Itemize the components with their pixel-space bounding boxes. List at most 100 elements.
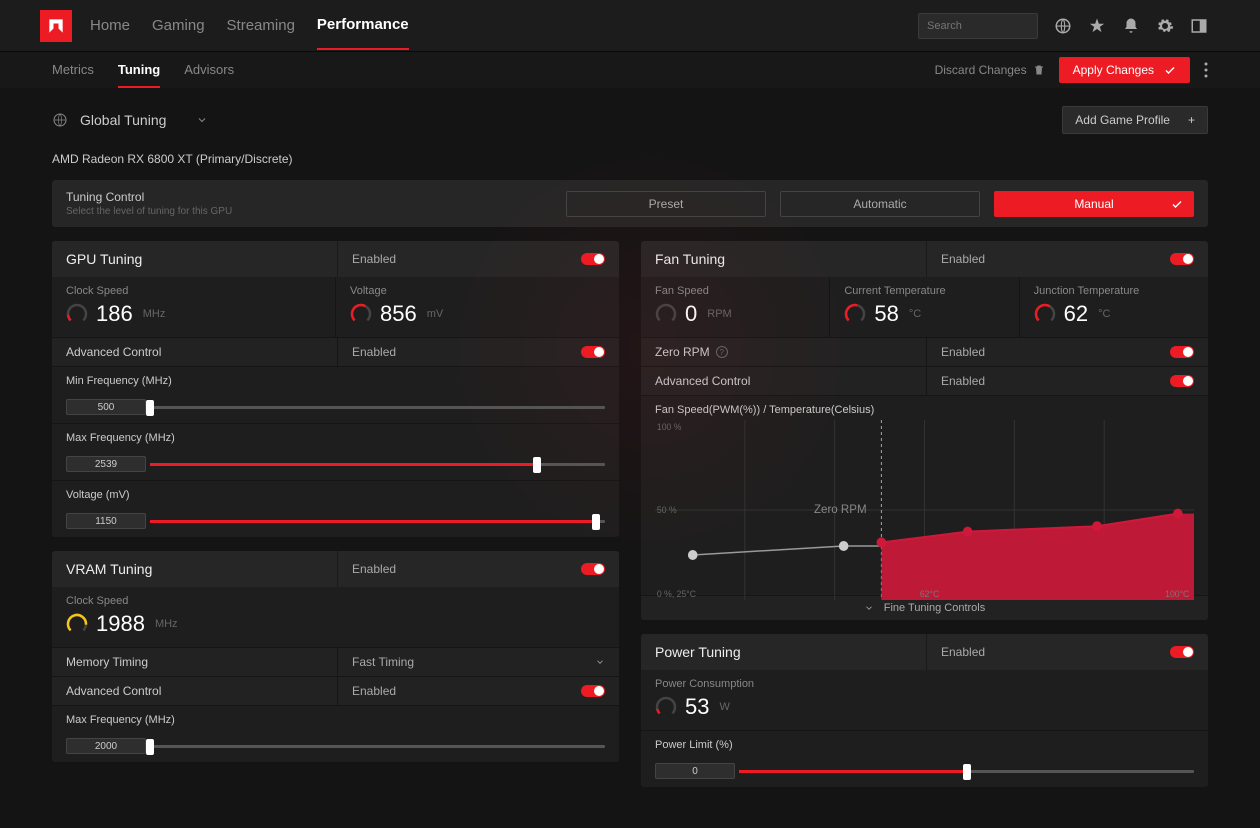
subnav-metrics[interactable]: Metrics — [52, 53, 94, 88]
nav-performance[interactable]: Performance — [317, 1, 409, 50]
vram-advanced-toggle[interactable] — [581, 685, 605, 697]
nav-home[interactable]: Home — [90, 2, 130, 49]
slider-thumb[interactable] — [146, 739, 154, 755]
power-tuning-panel: Power Tuning Enabled Power Consumption 5… — [641, 634, 1208, 787]
svg-text:50 %: 50 % — [657, 505, 677, 515]
svg-text:Zero RPM: Zero RPM — [814, 503, 867, 516]
slider-bar[interactable] — [150, 520, 605, 523]
web-icon[interactable] — [1054, 17, 1072, 35]
fan-curve-chart[interactable]: Fan Speed(PWM(%)) / Temperature(Celsius)… — [641, 395, 1208, 595]
metric-unit: mV — [427, 308, 444, 320]
enabled-label: Enabled — [352, 684, 396, 698]
tuning-automatic-button[interactable]: Automatic — [780, 191, 980, 217]
gear-icon[interactable] — [1156, 17, 1174, 35]
nav-gaming[interactable]: Gaming — [152, 2, 205, 49]
search-input[interactable] — [927, 20, 1069, 32]
chevron-down-icon — [864, 603, 874, 613]
chevron-down-icon — [595, 657, 605, 667]
metric-unit: RPM — [707, 308, 731, 320]
globe-icon — [52, 112, 68, 128]
profile-name[interactable]: Global Tuning — [80, 112, 166, 128]
tuning-manual-button[interactable]: Manual — [994, 191, 1194, 217]
tuning-control-subtitle: Select the level of tuning for this GPU — [66, 206, 232, 217]
slider-bar[interactable] — [739, 770, 1194, 773]
vram-tuning-panel: VRAM Tuning Enabled Clock Speed 1988 MHz… — [52, 551, 619, 762]
slider-label: Voltage (mV) — [66, 489, 605, 501]
subnav: Metrics Tuning Advisors Discard Changes Ap… — [0, 52, 1260, 88]
discard-changes[interactable]: Discard Changes — [935, 63, 1045, 77]
slider-thumb[interactable] — [533, 457, 541, 473]
metric-unit: MHz — [143, 308, 166, 320]
slider-label: Power Limit (%) — [655, 739, 1194, 751]
metric-value: 62 — [1064, 301, 1088, 327]
slider-value-input[interactable]: 2539 — [66, 456, 146, 472]
metric-label: Power Consumption — [655, 678, 1194, 690]
subnav-advisors[interactable]: Advisors — [184, 53, 234, 88]
svg-text:100 %: 100 % — [657, 422, 682, 432]
nav-streaming[interactable]: Streaming — [227, 2, 295, 49]
fan-chart-title: Fan Speed(PWM(%)) / Temperature(Celsius) — [655, 404, 1194, 416]
slider-label: Max Frequency (MHz) — [66, 432, 605, 444]
svg-text:62°C: 62°C — [920, 589, 940, 599]
slider-row: Min Frequency (MHz) 500 — [52, 366, 619, 423]
slider-thumb[interactable] — [963, 764, 971, 780]
fan-tuning-toggle[interactable] — [1170, 253, 1194, 265]
fan-tuning-title: Fan Tuning — [641, 241, 926, 277]
metric-cell: Power Consumption 53 W — [641, 670, 1208, 730]
search-box[interactable] — [918, 13, 1038, 39]
star-icon[interactable] — [1088, 17, 1106, 35]
vram-tuning-toggle[interactable] — [581, 563, 605, 575]
fan-advanced-toggle[interactable] — [1170, 375, 1194, 387]
add-game-profile-button[interactable]: Add Game Profile + — [1062, 106, 1208, 134]
power-tuning-toggle[interactable] — [1170, 646, 1194, 658]
svg-text:100°C: 100°C — [1165, 589, 1190, 599]
slider-row: Max Frequency (MHz) 2000 — [52, 705, 619, 762]
metric-cell: Clock Speed 1988 MHz — [52, 587, 619, 647]
tuning-preset-button[interactable]: Preset — [566, 191, 766, 217]
slider-bar[interactable] — [150, 406, 605, 409]
metric-label: Clock Speed — [66, 595, 605, 607]
slider-thumb[interactable] — [592, 514, 600, 530]
slider-value-input[interactable]: 2000 — [66, 738, 146, 754]
gpu-advanced-toggle[interactable] — [581, 346, 605, 358]
chevron-down-icon[interactable] — [196, 114, 208, 126]
bell-icon[interactable] — [1122, 17, 1140, 35]
metric-value: 53 — [685, 694, 709, 720]
enabled-label: Enabled — [941, 374, 985, 388]
metric-unit: MHz — [155, 618, 178, 630]
info-icon[interactable]: ? — [716, 346, 728, 358]
gpu-tuning-title: GPU Tuning — [52, 241, 337, 277]
metric-cell: Clock Speed 186 MHz — [52, 277, 336, 337]
metric-label: Clock Speed — [66, 285, 321, 297]
slider-value-input[interactable]: 0 — [655, 763, 735, 779]
slider-bar[interactable] — [150, 745, 605, 748]
zero-rpm-toggle[interactable] — [1170, 346, 1194, 358]
vram-tuning-title: VRAM Tuning — [52, 551, 337, 587]
apply-changes-button[interactable]: Apply Changes — [1059, 57, 1190, 83]
metric-value: 856 — [380, 301, 417, 327]
metric-label: Junction Temperature — [1034, 285, 1194, 297]
metric-unit: °C — [1098, 308, 1110, 320]
power-tuning-title: Power Tuning — [641, 634, 926, 670]
tuning-control-title: Tuning Control — [66, 190, 232, 204]
plus-icon: + — [1188, 113, 1195, 127]
slider-bar[interactable] — [150, 463, 605, 466]
metric-unit: W — [719, 701, 729, 713]
metric-value: 186 — [96, 301, 133, 327]
gpu-tuning-panel: GPU Tuning Enabled Clock Speed 186 MHz V… — [52, 241, 619, 537]
subnav-tuning[interactable]: Tuning — [118, 53, 160, 88]
metric-value: 58 — [874, 301, 898, 327]
metric-label: Current Temperature — [844, 285, 1004, 297]
memory-timing-dropdown[interactable]: Fast Timing — [352, 655, 605, 669]
metric-cell: Voltage 856 mV — [336, 277, 619, 337]
amd-logo — [40, 10, 72, 42]
panel-icon[interactable] — [1190, 17, 1208, 35]
slider-value-input[interactable]: 1150 — [66, 513, 146, 529]
gpu-tuning-toggle[interactable] — [581, 253, 605, 265]
metric-unit: °C — [909, 308, 921, 320]
metric-cell: Current Temperature 58 °C — [830, 277, 1019, 337]
slider-value-input[interactable]: 500 — [66, 399, 146, 415]
more-icon[interactable] — [1204, 62, 1208, 78]
slider-thumb[interactable] — [146, 400, 154, 416]
enabled-label: Enabled — [352, 345, 396, 359]
